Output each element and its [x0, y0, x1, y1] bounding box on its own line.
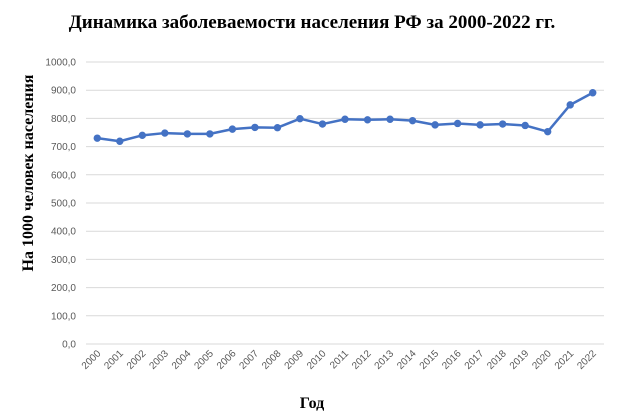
data-point [228, 125, 237, 133]
y-tick-label: 400,0 [51, 227, 76, 238]
x-tick-label: 2019 [508, 348, 532, 372]
data-point [183, 130, 192, 138]
x-tick-label: 2017 [463, 348, 487, 372]
x-tick-label: 2020 [530, 348, 554, 372]
data-point [138, 131, 147, 140]
y-tick-label: 1000,0 [45, 58, 76, 69]
x-tick-label: 2012 [350, 348, 374, 372]
y-tick-label: 900,0 [51, 86, 76, 97]
x-axis-ticks: 2000 2001 2002 2003 2004 2005 2006 2007 2008 2009… [80, 348, 599, 372]
y-tick-label: 200,0 [51, 283, 76, 294]
y-tick-label: 700,0 [51, 142, 76, 153]
x-tick-label: 2002 [125, 348, 149, 372]
y-tick-label: 0,0 [62, 340, 76, 351]
data-point [93, 134, 101, 142]
data-point [408, 116, 417, 125]
x-tick-label: 2008 [260, 348, 284, 372]
x-tick-label: 2010 [305, 348, 329, 372]
x-tick-label: 2001 [102, 348, 126, 372]
data-point [318, 120, 327, 128]
x-tick-label: 2003 [147, 348, 171, 372]
x-tick-label: 2005 [192, 348, 216, 372]
data-point [341, 115, 349, 123]
data-point [206, 130, 214, 138]
data-point [161, 129, 169, 137]
data-point [431, 121, 439, 129]
y-tick-label: 800,0 [51, 114, 76, 125]
x-axis-label: Год [300, 395, 324, 412]
y-axis-ticks: 0,0 100,0 200,0 300,0 400,0 500,0 600,0 700,0 80… [45, 58, 76, 351]
x-tick-label: 2014 [395, 348, 419, 372]
data-point [476, 121, 484, 129]
x-tick-label: 2009 [283, 348, 307, 372]
series-group [93, 89, 597, 145]
x-tick-label: 2015 [418, 348, 442, 372]
x-tick-label: 2021 [553, 348, 577, 372]
y-axis-label: На 1000 человек населения [20, 74, 37, 271]
data-point [521, 121, 529, 130]
data-point [453, 119, 462, 128]
data-point [273, 124, 282, 132]
x-tick-label: 2011 [328, 348, 351, 371]
data-point [589, 89, 597, 97]
y-tick-label: 100,0 [51, 311, 76, 322]
data-point [251, 123, 259, 132]
chart-title: Динамика заболеваемости населения РФ за … [69, 12, 556, 33]
x-tick-label: 2007 [238, 348, 262, 372]
data-point [543, 127, 552, 136]
x-tick-label: 2013 [373, 348, 397, 372]
x-tick-label: 2022 [575, 348, 599, 372]
x-tick-label: 2006 [215, 348, 239, 372]
x-tick-label: 2004 [170, 348, 194, 372]
data-point [498, 120, 507, 128]
gridlines [86, 61, 604, 345]
data-point [296, 114, 304, 123]
data-point [116, 137, 124, 145]
data-point [363, 116, 372, 124]
x-tick-label: 2000 [80, 348, 104, 372]
x-tick-label: 2018 [485, 348, 509, 372]
y-tick-label: 500,0 [51, 199, 76, 210]
data-point [566, 101, 574, 109]
y-tick-label: 300,0 [51, 255, 76, 266]
x-tick-label: 2016 [440, 348, 464, 372]
data-point [386, 115, 394, 123]
y-tick-label: 600,0 [51, 170, 76, 181]
